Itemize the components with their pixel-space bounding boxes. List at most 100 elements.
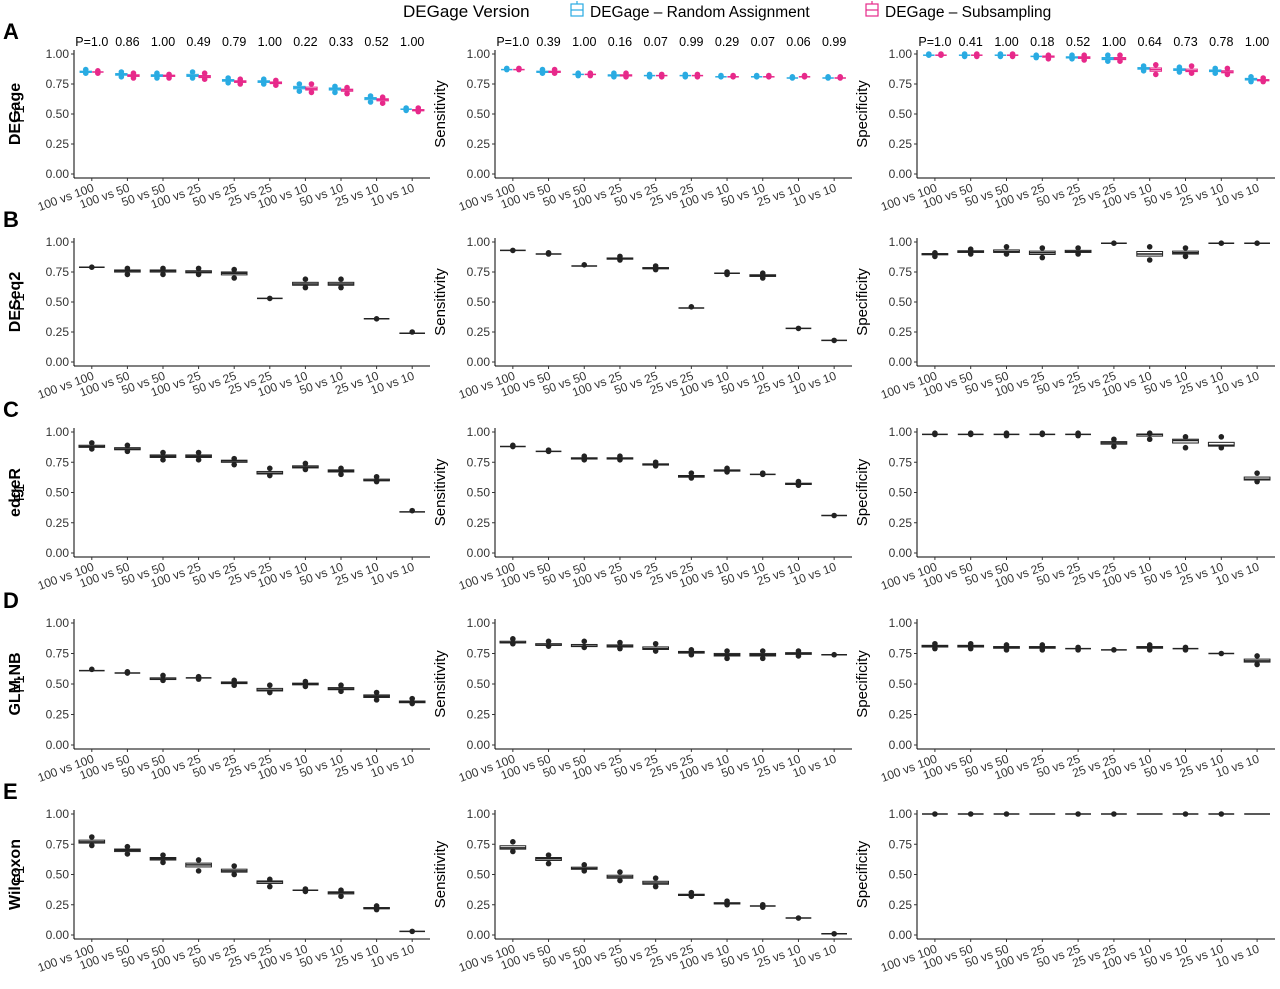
random-assignment-point <box>225 75 231 81</box>
y-tick-label: 0.50 <box>46 677 70 691</box>
y-tick-label: 0.00 <box>889 546 913 560</box>
method-point <box>302 466 309 473</box>
method-point <box>724 655 730 662</box>
method-point <box>545 860 552 867</box>
y-tick-label: 0.00 <box>889 928 913 942</box>
row-method-title: edgeR <box>7 468 24 517</box>
method-point <box>124 843 131 850</box>
method-point <box>581 644 588 651</box>
method-point <box>581 868 588 874</box>
method-point <box>652 883 659 890</box>
method-point <box>231 871 237 878</box>
p-value-label: 1.00 <box>258 35 282 49</box>
method-point <box>795 325 802 332</box>
method-point <box>160 672 166 679</box>
method-point <box>409 695 416 702</box>
y-axis-label: Specificity <box>854 650 871 718</box>
method-point <box>1111 443 1117 450</box>
subsampling-point <box>237 76 244 82</box>
y-axis-label: Sensitivity <box>432 840 449 908</box>
p-value-label: 1.00 <box>1245 35 1269 49</box>
p-value-label: 0.41 <box>959 35 983 49</box>
row-method-title: Wilcoxon <box>7 839 24 910</box>
method-point <box>1218 444 1225 451</box>
method-point <box>89 264 95 271</box>
method-point <box>1254 661 1260 668</box>
method-point <box>1003 811 1010 817</box>
method-point <box>338 893 344 900</box>
p-value-label: 0.86 <box>115 35 139 49</box>
method-point <box>967 251 974 257</box>
method-point <box>617 877 623 884</box>
y-tick-label: 0.25 <box>467 137 491 151</box>
subsampling-point <box>201 76 208 82</box>
y-tick-label: 0.00 <box>889 738 913 752</box>
p-value-label: 0.07 <box>751 35 775 49</box>
p-value-label: 0.78 <box>1209 35 1233 49</box>
y-tick-label: 0.25 <box>46 708 70 722</box>
method-point <box>231 682 237 689</box>
method-point <box>617 645 623 652</box>
random-assignment-point <box>189 69 196 75</box>
method-point <box>724 648 730 654</box>
y-tick-label: 1.00 <box>467 235 491 249</box>
method-point <box>1075 245 1081 251</box>
method-point <box>932 430 938 437</box>
method-point <box>1111 240 1117 246</box>
y-tick-label: 1.00 <box>46 47 70 61</box>
method-point <box>545 643 552 649</box>
method-point <box>124 265 131 272</box>
method-point <box>160 457 166 463</box>
y-tick-label: 0.50 <box>467 486 491 500</box>
random-assignment-point <box>1248 78 1254 85</box>
method-point <box>160 859 166 866</box>
p-value-label: 0.79 <box>222 35 246 49</box>
method-point <box>581 638 588 645</box>
method-point <box>759 648 766 654</box>
method-point <box>195 449 202 456</box>
y-tick-label: 1.00 <box>467 616 491 630</box>
subsampling-point <box>730 72 736 79</box>
method-point <box>124 271 131 278</box>
method-point <box>231 266 237 273</box>
random-assignment-point <box>1105 58 1111 64</box>
method-point <box>160 677 166 684</box>
method-point <box>510 839 516 845</box>
subsampling-point <box>130 75 137 81</box>
method-point <box>195 857 202 863</box>
y-tick-label: 0.50 <box>46 486 70 500</box>
method-point <box>688 470 695 476</box>
method-point <box>267 472 273 479</box>
method-point <box>652 648 659 654</box>
p-value-label: 1.00 <box>151 35 175 49</box>
method-point <box>267 682 273 689</box>
y-tick-label: 1.00 <box>46 425 70 439</box>
method-point <box>510 640 516 647</box>
method-point <box>338 276 344 283</box>
method-point <box>302 683 309 690</box>
random-assignment-point <box>332 89 338 96</box>
method-point <box>1146 642 1153 648</box>
method-point <box>581 862 588 868</box>
random-assignment-point <box>646 71 653 78</box>
method-point <box>409 507 416 514</box>
subsampling-point <box>344 90 350 97</box>
method-point <box>795 648 802 654</box>
y-tick-label: 0.50 <box>467 677 491 691</box>
method-point <box>1146 647 1153 653</box>
p-value-label: 1.00 <box>994 35 1018 49</box>
method-point <box>231 461 237 468</box>
y-tick-label: 0.50 <box>889 295 913 309</box>
method-point <box>302 678 309 685</box>
method-point <box>1254 240 1260 246</box>
random-assignment-point <box>997 51 1004 57</box>
method-point <box>545 447 552 453</box>
method-point <box>967 640 974 647</box>
method-point <box>617 639 623 646</box>
method-point <box>1075 644 1081 651</box>
y-tick-label: 0.75 <box>889 77 913 91</box>
p-value-label: 1.00 <box>1102 35 1126 49</box>
y-tick-label: 0.50 <box>889 677 913 691</box>
y-tick-label: 0.75 <box>46 647 70 661</box>
